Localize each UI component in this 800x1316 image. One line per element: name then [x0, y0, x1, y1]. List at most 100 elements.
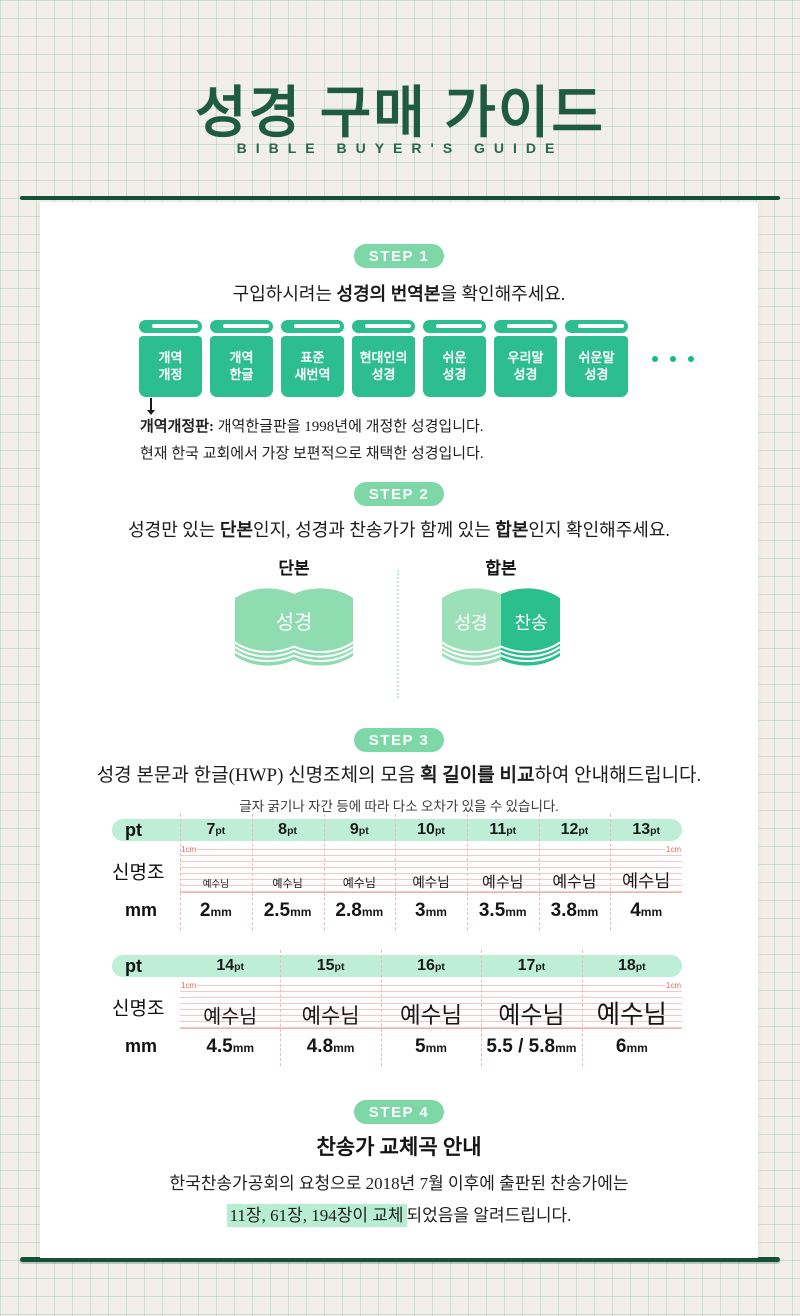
- book-cover: 쉬운말 성경: [565, 336, 628, 397]
- step1-note-term: 개역개정판:: [140, 419, 214, 435]
- pt-cell: 7pt: [206, 821, 226, 838]
- step1-heading: 구입하시려는 성경의 번역본을 확인해주세요.: [40, 280, 758, 306]
- book-label: 표준: [300, 349, 325, 365]
- column-separator: [481, 950, 482, 1066]
- book-label: 성경: [513, 366, 538, 382]
- step4-line2-rest: 되었음을 알려드립니다.: [406, 1206, 572, 1225]
- pt-cell: 18pt: [617, 957, 646, 974]
- column-separator: [395, 814, 396, 930]
- book-label: 성경: [584, 366, 609, 382]
- column-separator: [280, 950, 281, 1066]
- step1-heading-post: 을 확인해주세요.: [440, 284, 566, 304]
- pt-cell: 10pt: [417, 821, 445, 838]
- book-label: 우리말: [507, 349, 544, 365]
- top-rule: [20, 196, 780, 200]
- mm-row: mm 2mm 2.5mm 2.8mm 3mm 3.5mm 3.8mm 4mm: [112, 900, 682, 926]
- book-spine-icon: [423, 320, 486, 333]
- column-separator: [180, 814, 181, 930]
- replaced-hymns-highlight: 11장, 61장, 194장이 교체: [226, 1204, 407, 1227]
- bible-version-book: 우리말 성경: [494, 320, 557, 397]
- pt-cell: 13pt: [632, 821, 661, 838]
- font-sample-cell: 예수님: [482, 875, 524, 891]
- step1-note-desc: 개역한글판을 1998년에 개정한 성경입니다.: [214, 419, 484, 435]
- danbon-page-text: 성경: [276, 611, 313, 634]
- mm-cell: 6mm: [615, 1036, 648, 1057]
- book-spine-icon: [139, 320, 202, 333]
- mm-row-label: mm: [125, 1036, 158, 1056]
- step1-note: 개역개정판: 개역한글판을 1998년에 개정한 성경입니다. 현재 한국 교회…: [140, 414, 484, 467]
- step1-badge: STEP 1: [354, 244, 444, 268]
- font-sample-cell: 예수님: [412, 875, 450, 890]
- mm-cell: 2.5mm: [263, 900, 312, 921]
- ellipsis-icon: [652, 356, 694, 362]
- font-sample-cell: 예수님: [596, 1000, 668, 1029]
- book-spine-icon: [565, 320, 628, 333]
- pt-cell: 17pt: [517, 957, 546, 974]
- book-label: 성경: [442, 366, 467, 382]
- book-label: 개역: [229, 349, 254, 365]
- mm-cell: 4.8mm: [306, 1036, 355, 1057]
- bible-version-book: 쉬운말 성경: [565, 320, 628, 397]
- column-separator: [381, 950, 382, 1066]
- book-label: 쉬운: [442, 349, 467, 365]
- book-spine-icon: [210, 320, 273, 333]
- book-cover: 쉬운 성경: [423, 336, 486, 397]
- pt-row-label: pt: [125, 819, 142, 840]
- step4-line2: 11장, 61장, 194장이 교체 되었음을 알려드립니다.: [40, 1201, 758, 1227]
- book-spine-icon: [494, 320, 557, 333]
- font-sample-cell: 예수님: [498, 1003, 565, 1029]
- habbon-label: 합본: [485, 559, 517, 578]
- mm-cell: 3.8mm: [550, 900, 599, 921]
- pt-header-row: pt 7pt 8pt 9pt 10pt 11pt 12pt 13pt: [112, 819, 682, 841]
- step3-heading: 성경 본문과 한글(HWP) 신명조체의 모음 획 길이를 비교하여 안내해드립…: [96, 765, 702, 786]
- page-title: 성경 구매 가이드: [195, 81, 605, 144]
- bible-version-book: 표준 새번역: [281, 320, 344, 397]
- bible-version-book: 개역 개정: [139, 320, 202, 397]
- bible-version-book: 현대인의 성경: [352, 320, 415, 397]
- font-sample-cell: 예수님: [399, 1003, 463, 1028]
- bottom-rule: [20, 1257, 780, 1262]
- book-label: 현대인의: [359, 349, 408, 365]
- font-row-label: 신명조: [112, 862, 165, 883]
- mm-cell: 5mm: [415, 1036, 447, 1057]
- book-spine-icon: [281, 320, 344, 333]
- habbon-right-page-text: 찬송: [514, 613, 547, 633]
- cm-label-left: 1cm: [180, 981, 198, 990]
- step1-note-line1: 개역개정판: 개역한글판을 1998년에 개정한 성경입니다.: [140, 414, 484, 441]
- book-cover: 표준 새번역: [281, 336, 344, 397]
- column-separator: [582, 950, 583, 1066]
- column-separator: [252, 814, 253, 930]
- book-cover: 현대인의 성경: [352, 336, 415, 397]
- font-sample-cell: 예수님: [202, 880, 229, 890]
- dotted-divider: [397, 570, 399, 698]
- font-sample-cell: 예수님: [203, 1007, 258, 1028]
- pt-cell: 8pt: [278, 821, 297, 838]
- content-card: STEP 1 구입하시려는 성경의 번역본을 확인해주세요. 개역 개정 개역 한글…: [40, 202, 758, 1258]
- pointer-arrow-icon: [147, 398, 155, 415]
- book-cover: 개역 한글: [210, 336, 273, 397]
- mm-cell: 3.5mm: [478, 900, 527, 921]
- mm-cell: 5.5 / 5.8mm: [486, 1036, 577, 1057]
- page-subtitle: BIBLE BUYER'S GUIDE: [236, 140, 564, 156]
- column-separator: [467, 814, 468, 930]
- book-cover: 우리말 성경: [494, 336, 557, 397]
- font-row-label: 신명조: [112, 998, 165, 1019]
- pt-cell: 15pt: [316, 957, 345, 974]
- step1-heading-pre: 구입하시려는: [232, 284, 337, 304]
- cm-label-left: 1cm: [180, 845, 198, 854]
- ruler: 신명조 1cm 1cm 예수님 예수님 예수님 예수님 예수님: [112, 981, 682, 1029]
- step1-heading-bold: 성경의 번역본: [336, 284, 441, 304]
- font-sample-cell: 예수님: [301, 1004, 360, 1028]
- font-size-table-1: pt 7pt 8pt 9pt 10pt 11pt 12pt 13pt 신명조 1…: [112, 814, 682, 930]
- pt-cell: 16pt: [417, 957, 445, 974]
- step2-heading: 성경만 있는 단본인지, 성경과 찬송가가 함께 있는 합본인지 확인해주세요.: [128, 520, 670, 540]
- step2-badge: STEP 2: [354, 482, 444, 506]
- cm-label-right: 1cm: [664, 981, 682, 990]
- mm-cell: 2.8mm: [335, 900, 384, 921]
- book-cover: 개역 개정: [139, 336, 202, 397]
- mm-cell: 2mm: [199, 900, 232, 921]
- book-label: 쉬운말: [578, 349, 615, 365]
- font-sample-cell: 예수님: [342, 876, 376, 890]
- step4-title: 찬송가 교체곡 안내: [316, 1135, 482, 1159]
- book-label: 성경: [371, 366, 396, 382]
